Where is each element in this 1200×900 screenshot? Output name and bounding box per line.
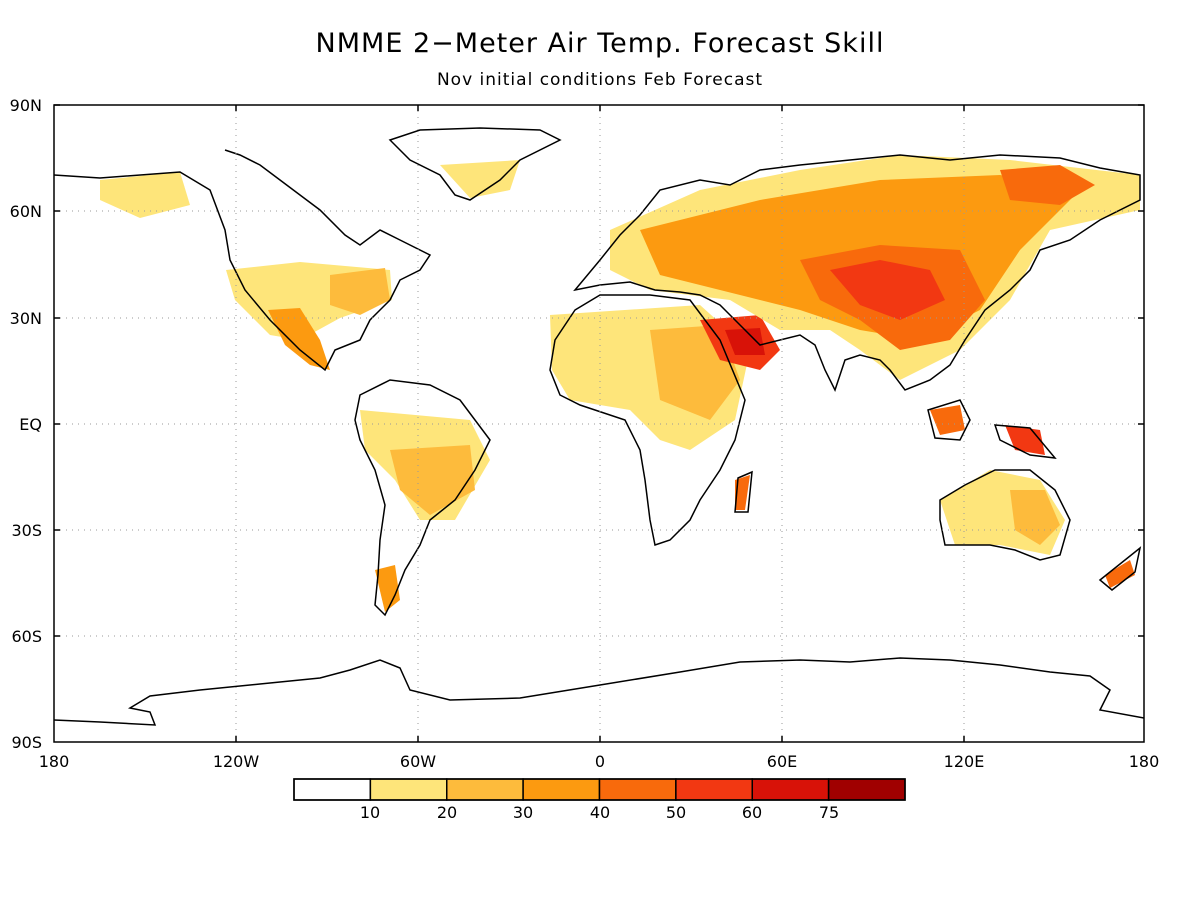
skill-region-new-guinea xyxy=(1005,425,1045,455)
color-bar-label: 40 xyxy=(590,803,610,822)
color-bar-segment xyxy=(827,778,906,801)
lat-label: 60N xyxy=(10,202,42,221)
color-bar-label: 50 xyxy=(666,803,686,822)
coastline-africa xyxy=(549,294,746,546)
color-bar-label: 60 xyxy=(742,803,762,822)
skill-region-new-zealand xyxy=(1105,560,1135,588)
coastline-borneo xyxy=(927,399,971,441)
lon-label: 120E xyxy=(944,752,985,771)
color-bar-segment xyxy=(446,778,524,801)
color-bar-segment xyxy=(751,778,830,801)
skill-region-east-us xyxy=(330,268,390,315)
color-bar-label: 75 xyxy=(819,803,839,822)
color-bar xyxy=(293,778,906,801)
skill-region-borneo xyxy=(930,405,965,435)
lat-ticks xyxy=(54,104,1144,637)
skill-region-arabia-core xyxy=(725,328,765,355)
lon-label: 180 xyxy=(39,752,70,771)
color-bar-segment xyxy=(675,778,753,801)
graticule xyxy=(54,105,1144,742)
color-bar-label: 10 xyxy=(360,803,380,822)
color-bar-segment xyxy=(598,778,677,801)
color-bar-labels: 10 20 30 40 50 60 75 xyxy=(360,803,839,822)
skill-region-greenland xyxy=(440,160,520,198)
coastline-australia xyxy=(939,469,1071,561)
color-bar-segment xyxy=(522,778,601,801)
skill-region-tibet xyxy=(830,260,945,320)
coastline-eurasia xyxy=(573,154,1141,392)
coastlines xyxy=(54,127,1144,726)
coastline-madagascar xyxy=(734,470,753,513)
lat-label: 90N xyxy=(10,96,42,115)
coastline-north-america xyxy=(54,149,432,372)
skill-region-brazil xyxy=(390,445,475,515)
coastline-antarctica xyxy=(54,657,1144,726)
color-bar-frame xyxy=(293,778,906,801)
lon-label: 180 xyxy=(1129,752,1160,771)
lat-label: 30S xyxy=(11,521,42,540)
map-subtitle: Nov initial conditions Feb Forecast xyxy=(436,70,764,90)
color-bar-label: 20 xyxy=(437,803,457,822)
lon-label: 120W xyxy=(213,752,260,771)
skill-region-mexico xyxy=(268,308,330,370)
coastline-new-guinea xyxy=(993,424,1057,459)
lon-ticks xyxy=(235,105,965,742)
map-title: NMME 2−Meter Air Temp. Forecast Skill xyxy=(315,28,885,59)
color-bar-segment xyxy=(293,778,372,801)
skill-shading xyxy=(100,155,1140,612)
skill-region-siberia xyxy=(1000,165,1095,205)
coastline-new-zealand xyxy=(1098,546,1142,591)
lat-label: EQ xyxy=(19,415,42,434)
coastline-south-america xyxy=(354,379,491,617)
lon-label: 60W xyxy=(400,752,436,771)
lat-label: 60S xyxy=(11,627,42,646)
lat-label: 90S xyxy=(11,733,42,752)
skill-region-madagascar xyxy=(735,475,750,510)
coastline-greenland xyxy=(388,127,562,201)
color-bar-label: 30 xyxy=(513,803,533,822)
lon-label: 0 xyxy=(595,752,605,771)
color-bar-segment xyxy=(369,778,448,801)
skill-region-east-australia xyxy=(1010,490,1060,545)
skill-region-patagonia xyxy=(375,565,400,612)
skill-region-alaska xyxy=(100,172,190,218)
lat-label: 30N xyxy=(10,309,42,328)
lon-label: 60E xyxy=(767,752,797,771)
